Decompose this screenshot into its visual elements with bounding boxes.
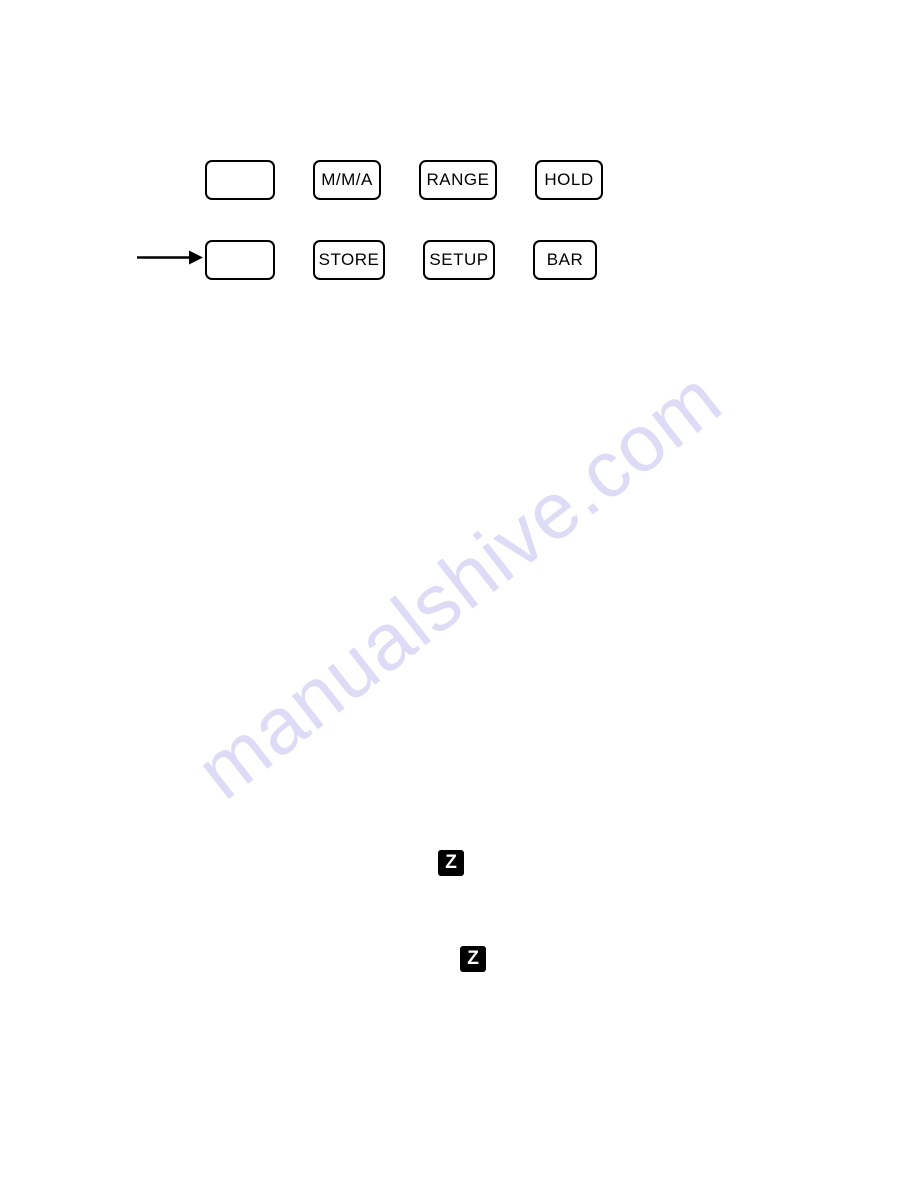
z-icon: Z xyxy=(460,946,486,972)
z-icon: Z xyxy=(438,850,464,876)
blank-button-1[interactable] xyxy=(205,160,275,200)
arrow-icon xyxy=(135,248,205,273)
main-content: M/M/A RANGE HOLD STORE SETUP BAR xyxy=(0,0,918,280)
range-button[interactable]: RANGE xyxy=(419,160,497,200)
button-panel: M/M/A RANGE HOLD STORE SETUP BAR xyxy=(205,160,918,280)
store-button[interactable]: STORE xyxy=(313,240,385,280)
button-row-2: STORE SETUP BAR xyxy=(205,240,918,280)
setup-button[interactable]: SETUP xyxy=(423,240,495,280)
hold-button[interactable]: HOLD xyxy=(535,160,603,200)
bar-button[interactable]: BAR xyxy=(533,240,597,280)
mma-button[interactable]: M/M/A xyxy=(313,160,381,200)
z-badge-2: Z xyxy=(460,946,486,972)
blank-button-2[interactable] xyxy=(205,240,275,280)
button-row-1: M/M/A RANGE HOLD xyxy=(205,160,918,200)
z-badge-1: Z xyxy=(438,850,464,876)
watermark-text: manualshive.com xyxy=(180,352,739,817)
